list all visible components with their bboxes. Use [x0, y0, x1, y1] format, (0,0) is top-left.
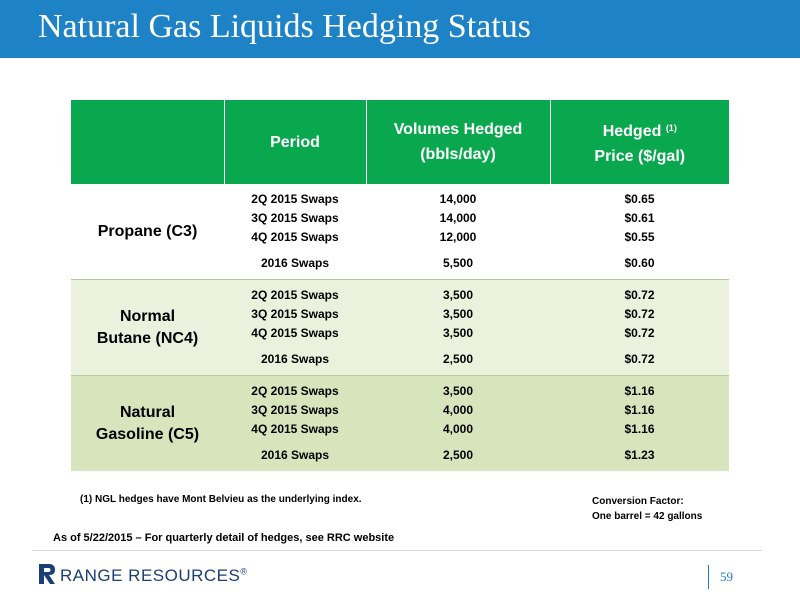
period-cell: 3Q 2015 Swaps: [224, 401, 366, 420]
range-resources-logo-mark: [39, 564, 55, 584]
range-resources-logo: RANGE RESOURCES®: [38, 563, 258, 589]
period-cell: 4Q 2015 Swaps: [224, 228, 366, 247]
footnote: (1) NGL hedges have Mont Belvieu as the …: [80, 494, 362, 505]
page-title: Natural Gas Liquids Hedging Status: [38, 8, 531, 45]
logo-text: RANGE RESOURCES®: [60, 566, 248, 586]
logo-registered-mark: ®: [240, 566, 248, 577]
table-header-row: Period Volumes Hedged (bbls/day) Hedged …: [71, 100, 729, 184]
table-row: 4Q 2015 Swaps 4,000 $1.16: [71, 420, 729, 439]
table-row: 4Q 2015 Swaps 12,000 $0.55: [71, 228, 729, 247]
header-volumes: Volumes Hedged (bbls/day): [365, 100, 550, 184]
period-cell: 3Q 2015 Swaps: [224, 209, 366, 228]
header-volumes-unit: (bbls/day): [420, 146, 496, 163]
period-cell: 2Q 2015 Swaps: [224, 184, 366, 209]
table-row: 3Q 2015 Swaps 4,000 $1.16: [71, 401, 729, 420]
header-product: [71, 100, 224, 184]
period-cell: 2Q 2015 Swaps: [224, 279, 366, 305]
conversion-factor-value: One barrel = 42 gallons: [592, 511, 703, 522]
header-volumes-label: Volumes Hedged: [393, 121, 523, 138]
conversion-factor: Conversion Factor: One barrel = 42 gallo…: [592, 494, 702, 524]
logo-wordmark: RANGE RESOURCES: [60, 566, 241, 585]
price-cell: $0.72: [550, 279, 729, 305]
volume-cell: 12,000: [366, 228, 550, 247]
table-row: 3Q 2015 Swaps 14,000 $0.61: [71, 209, 729, 228]
page-number: 59: [720, 569, 733, 584]
price-cell: $0.72: [550, 324, 729, 343]
price-cell: $0.65: [550, 184, 729, 209]
period-cell: 2016 Swaps: [224, 439, 366, 471]
volume-cell: 3,500: [366, 375, 550, 401]
volume-cell: 4,000: [366, 420, 550, 439]
title-bar: Natural Gas Liquids Hedging Status: [0, 0, 800, 58]
product-group: Propane (C3) 2Q 2015 Swaps 14,000 $0.65 3Q 2…: [71, 184, 729, 280]
product-group: Natural Gasoline (C5) 2Q 2015 Swaps 3,500 $…: [71, 375, 729, 471]
period-cell: 2Q 2015 Swaps: [224, 375, 366, 401]
price-cell: $0.72: [550, 305, 729, 324]
volume-cell: 2,500: [366, 439, 550, 471]
table-row: Propane (C3) 2Q 2015 Swaps 14,000 $0.65: [71, 184, 729, 280]
conversion-factor-label: Conversion Factor:: [592, 496, 684, 507]
header-price-footnote-ref: (1): [665, 122, 677, 133]
volume-cell: 3,500: [366, 279, 550, 305]
price-cell: $1.16: [550, 401, 729, 420]
volume-cell: 3,500: [366, 305, 550, 324]
price-cell: $0.55: [550, 228, 729, 247]
period-cell: 3Q 2015 Swaps: [224, 305, 366, 324]
as-of-note: As of 5/22/2015 – For quarterly detail o…: [53, 532, 395, 544]
page-number-separator: [708, 565, 709, 589]
hedging-table: Period Volumes Hedged (bbls/day) Hedged …: [71, 100, 729, 471]
table-row: 2016 Swaps 2,500 $1.23: [71, 439, 729, 471]
volume-cell: 5,500: [366, 247, 550, 280]
header-price-unit: Price ($/gal): [594, 147, 686, 165]
table-row: 3Q 2015 Swaps 3,500 $0.72: [71, 305, 729, 324]
product-name: Propane (C3): [71, 184, 224, 280]
volume-cell: 14,000: [366, 184, 550, 209]
header-period-label: Period: [270, 133, 320, 151]
table-row: Normal Butane (NC4) 2Q 2015 Swaps 3,500 $0.…: [71, 279, 729, 376]
product-name: Natural Gasoline (C5): [71, 375, 224, 471]
table-row: Natural Gasoline (C5) 2Q 2015 Swaps 3,500 $…: [71, 375, 729, 471]
volume-cell: 3,500: [366, 324, 550, 343]
header-price-label: Hedged: [602, 122, 662, 140]
price-cell: $1.16: [550, 375, 729, 401]
period-cell: 2016 Swaps: [224, 343, 366, 376]
period-cell: 4Q 2015 Swaps: [224, 324, 366, 343]
header-price: Hedged (1) Price ($/gal): [549, 100, 729, 184]
period-cell: 4Q 2015 Swaps: [224, 420, 366, 439]
period-cell: 2016 Swaps: [224, 247, 366, 280]
header-period: Period: [223, 100, 366, 184]
price-cell: $1.16: [550, 420, 729, 439]
product-group: Normal Butane (NC4) 2Q 2015 Swaps 3,500 $0.…: [71, 279, 729, 376]
price-cell: $0.60: [550, 247, 729, 280]
table-row: 2016 Swaps 5,500 $0.60: [71, 247, 729, 280]
table-row: 2016 Swaps 2,500 $0.72: [71, 343, 729, 376]
footer-divider: [32, 550, 762, 551]
price-cell: $0.72: [550, 343, 729, 376]
product-name: Normal Butane (NC4): [71, 279, 224, 376]
price-cell: $0.61: [550, 209, 729, 228]
volume-cell: 4,000: [366, 401, 550, 420]
volume-cell: 14,000: [366, 209, 550, 228]
volume-cell: 2,500: [366, 343, 550, 376]
table-row: 4Q 2015 Swaps 3,500 $0.72: [71, 324, 729, 343]
price-cell: $1.23: [550, 439, 729, 471]
